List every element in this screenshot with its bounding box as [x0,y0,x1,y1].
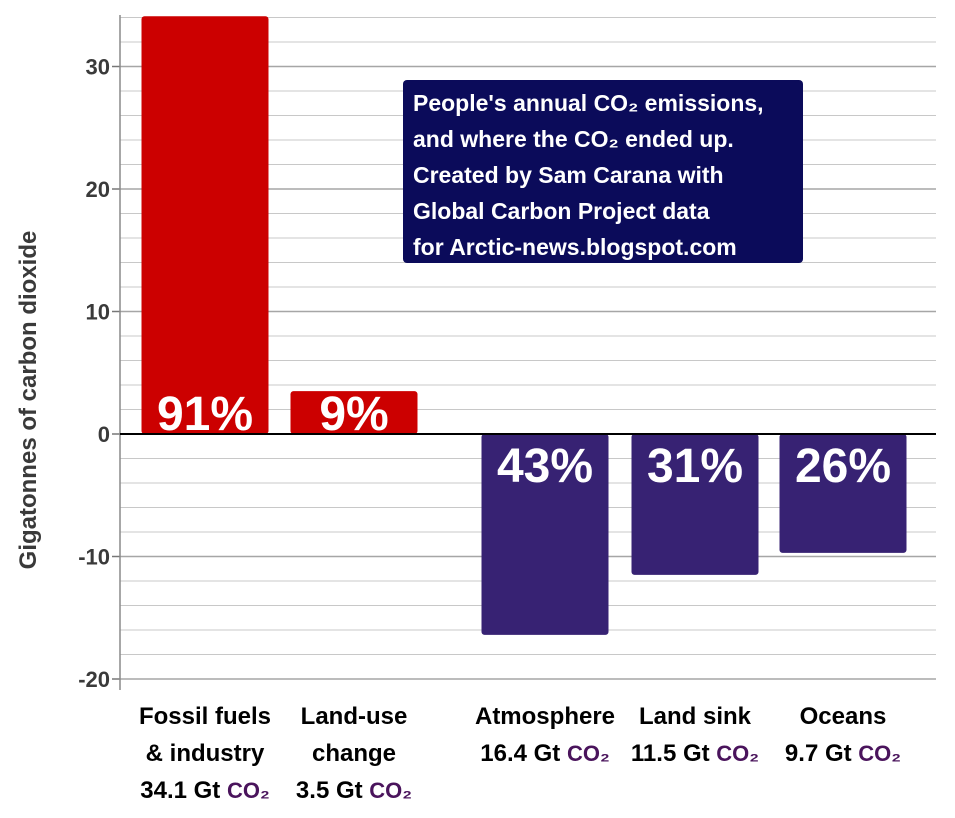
amount-value: 16.4 Gt [480,740,567,767]
bar-data-label: 43% [497,440,593,493]
bar [631,434,759,575]
category-name-line: change [311,740,397,767]
category-name-line: Land-use [300,703,408,730]
bar-data-label: 31% [647,440,743,493]
chart-annotation: People's annual CO₂ emissions, and where… [403,80,803,263]
amount-value: 9.7 Gt [784,740,859,767]
category-name-line: & industry [145,740,265,767]
category-amount: 11.5 Gt CO₂ [605,735,785,772]
amount-value: 34.1 Gt [140,777,227,804]
bar [141,16,269,435]
annotation-line: Global Carbon Project data [413,198,710,224]
amount-unit: CO₂ [716,741,760,766]
bar-data-label: 26% [795,440,891,493]
x-category-label: Atmosphere 16.4 Gt CO₂ [455,698,635,772]
category-amount: 16.4 Gt CO₂ [455,735,635,772]
x-category-label: Land sink 11.5 Gt CO₂ [605,698,785,772]
amount-value: 3.5 Gt [295,777,370,804]
bar-data-label: 9% [319,388,388,441]
bar [481,434,609,635]
annotation-line: for Arctic-news.blogspot.com [413,234,737,260]
bar [779,434,907,553]
x-category-label: Land-use change 3.5 Gt CO₂ [264,698,444,809]
bar [290,391,418,434]
amount-unit: CO₂ [226,778,270,803]
category-name-line: Oceans [799,703,887,730]
x-category-label: Oceans 9.7 Gt CO₂ [753,698,933,772]
x-category-label: Fossil fuels & industry 34.1 Gt CO₂ [115,698,295,809]
y-tick-label: 30 [86,55,110,80]
y-axis-title: Gigatonnes of carbon dioxide [15,231,42,570]
category-amount: 3.5 Gt CO₂ [264,772,444,809]
y-tick-label: 0 [98,422,110,447]
y-tick-label: 20 [86,177,110,202]
amount-unit: CO₂ [566,741,610,766]
y-tick-label: -20 [78,667,110,692]
category-amount: 9.7 Gt CO₂ [753,735,933,772]
category-name-line: Atmosphere [474,703,616,730]
annotation-line: and where the CO₂ ended up. [413,126,734,152]
amount-unit: CO₂ [858,741,902,766]
annotation-line: Created by Sam Carana with [413,162,724,188]
y-tick-label: 10 [86,300,110,325]
amount-unit: CO₂ [369,778,413,803]
category-name-line: Land sink [638,703,752,730]
category-name-line: Fossil fuels [138,703,272,730]
bar-data-label: 91% [157,388,253,441]
amount-value: 11.5 Gt [630,740,717,767]
annotation-line: People's annual CO₂ emissions, [413,90,764,116]
category-amount: 34.1 Gt CO₂ [115,772,295,809]
y-tick-label: -10 [78,545,110,570]
